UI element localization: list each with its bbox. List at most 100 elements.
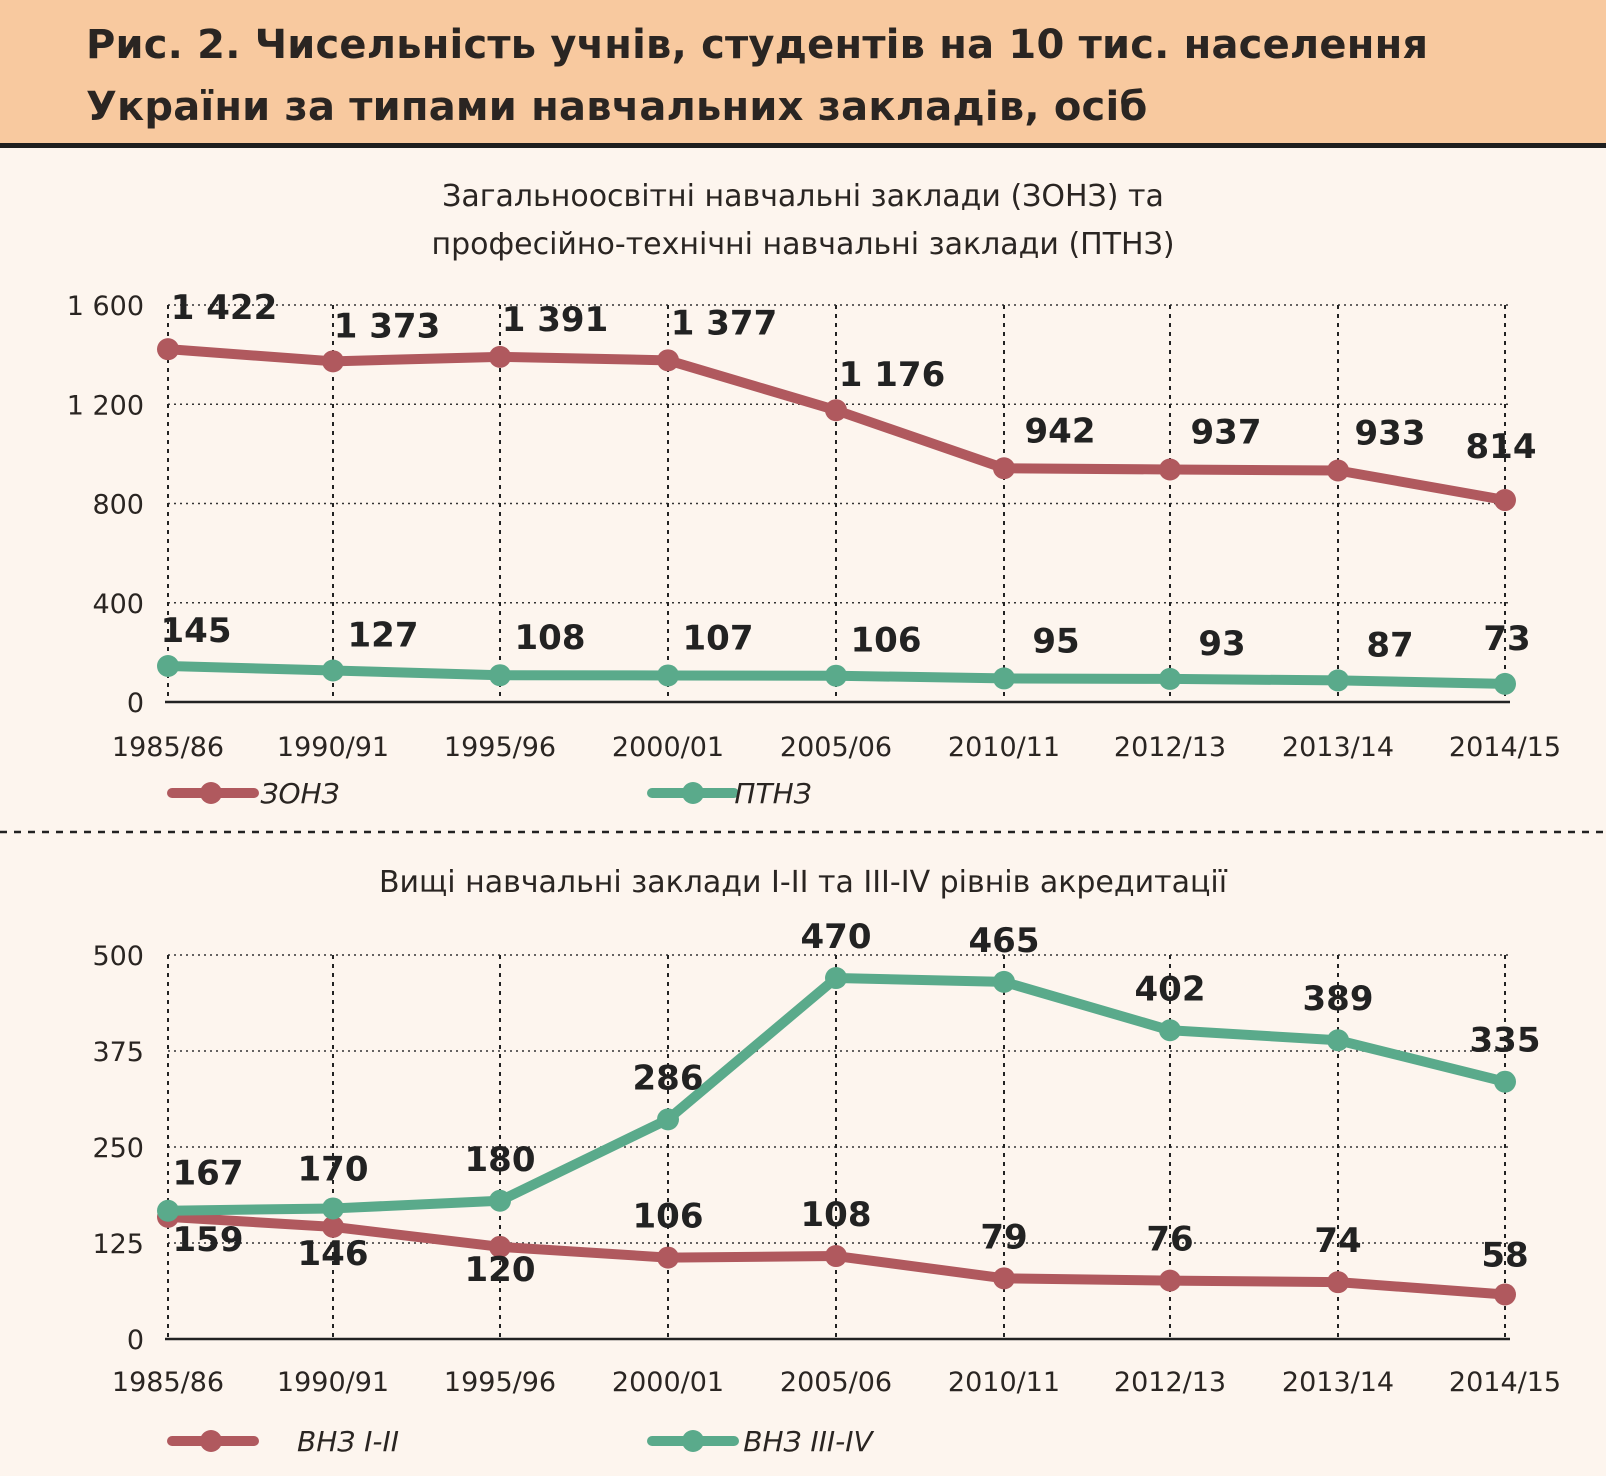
chart-1-xtick-label: 1995/96 (444, 732, 556, 763)
figure-title-line-1: Рис. 2. Чисельність учнів, студентів на … (86, 22, 1429, 68)
chart-1-series-1-data-label: 933 (1355, 413, 1426, 453)
chart-2-series-2-point (157, 1199, 179, 1222)
chart-1-series-2-point (1159, 667, 1181, 690)
chart-2-legend-label-1: ВНЗ I-II (297, 1425, 399, 1458)
chart-2-series-1-point (657, 1246, 679, 1269)
chart-1-series-2-point (657, 664, 679, 687)
chart-2-series-1-point (1159, 1269, 1181, 1292)
chart-1-series-1-point (489, 345, 511, 368)
chart-1-series-2-data-label: 106 (851, 621, 922, 661)
chart-2-series-2-data-label: 286 (633, 1058, 704, 1098)
chart-1-legend-marker-2 (682, 782, 704, 804)
chart-2-series-2-data-label: 335 (1470, 1021, 1541, 1061)
chart-2-xtick-label: 2014/15 (1449, 1367, 1561, 1398)
chart-2-series-1-data-label: 58 (1481, 1235, 1528, 1275)
chart-1-xtick-label: 2013/14 (1282, 732, 1394, 763)
chart-1-legend-label-1: ЗОНЗ (261, 777, 340, 810)
chart-1-series-1-data-label: 937 (1191, 413, 1262, 453)
chart-1-xtick-label: 2000/01 (612, 732, 724, 763)
chart-1-series-1-data-label: 942 (1025, 411, 1096, 451)
chart-2-series-2-point (1327, 1029, 1349, 1052)
chart-2-series-2-data-label: 465 (969, 921, 1040, 961)
chart-2-series-2-point (1159, 1019, 1181, 1042)
chart-2-series-2-data-label: 402 (1135, 969, 1206, 1009)
chart-1-series-2-data-label: 145 (161, 611, 232, 651)
chart-1-legend-label-2: ПТНЗ (734, 777, 811, 810)
chart-1-series-1-point (1327, 459, 1349, 482)
chart-1-xtick-label: 2014/15 (1449, 732, 1561, 763)
chart-2-title-line-1: Вищі навчальні заклади I-II та III-IV рі… (379, 865, 1228, 900)
chart-2-series-1-data-label: 159 (173, 1220, 244, 1260)
chart-2-series-2-point (1494, 1070, 1516, 1093)
chart-2-series-2-point (489, 1189, 511, 1212)
chart-1-series-2-data-label: 108 (515, 618, 586, 658)
chart-2-series-1-data-label: 106 (633, 1197, 704, 1237)
chart-1-series-2-data-label: 127 (348, 615, 419, 655)
chart-2-xtick-label: 1985/86 (112, 1367, 224, 1398)
chart-1-series-2-point (1327, 669, 1349, 692)
chart-2-series-1-point (322, 1215, 344, 1238)
chart-2-series-1-data-label: 120 (465, 1250, 536, 1290)
chart-1-series-2-data-label: 73 (1483, 619, 1530, 659)
chart-1-ytick-label: 1 600 (67, 291, 144, 322)
chart-2-series-1-data-label: 108 (801, 1195, 872, 1235)
chart-2-xtick-label: 2013/14 (1282, 1367, 1394, 1398)
figure-header: Рис. 2. Чисельність учнів, студентів на … (0, 0, 1606, 148)
chart-1-series-2-data-label: 93 (1198, 624, 1245, 664)
chart-1-series-1-data-label: 1 176 (839, 355, 945, 395)
chart-1-series-2-point (157, 655, 179, 678)
figure-title-line-2: України за типами навчальних закладів, о… (86, 84, 1148, 130)
chart-2-series-2-data-label: 167 (173, 1154, 244, 1194)
figure-title: Рис. 2. Чисельність учнів, студентів на … (86, 14, 1428, 138)
chart-2-series-1-point (1327, 1271, 1349, 1294)
chart-2-series-1-data-label: 76 (1146, 1220, 1193, 1260)
chart-1-series-2-data-label: 95 (1032, 621, 1079, 661)
chart-1-xtick-label: 2012/13 (1114, 732, 1226, 763)
chart-2-legend-marker-1 (200, 1430, 222, 1452)
chart-1-xtick-label: 2005/06 (780, 732, 892, 763)
chart-1-series-2-point (825, 664, 847, 687)
chart-1-series-2-point (322, 659, 344, 682)
chart-2-ytick-label: 125 (92, 1229, 144, 1260)
chart-2-legend-marker-2 (682, 1430, 704, 1452)
chart-2-series-1-data-label: 74 (1314, 1221, 1361, 1261)
chart-2-ytick-label: 500 (92, 941, 144, 972)
chart-2-ytick-label: 375 (92, 1037, 144, 1068)
chart-1-series-1-data-label: 814 (1466, 427, 1537, 467)
chart-1-series-2-point (993, 667, 1015, 690)
chart-1-series-1-point (993, 457, 1015, 480)
chart-1-ytick-label: 1 200 (67, 390, 144, 421)
chart-2-series-1-point (1494, 1283, 1516, 1306)
chart-2-ytick-label: 0 (127, 1325, 144, 1356)
chart-1-ytick-label: 400 (92, 589, 144, 620)
chart-1-ytick-label: 800 (92, 490, 144, 521)
chart-1-xtick-label: 1990/91 (277, 732, 389, 763)
chart-2-xtick-label: 2010/11 (948, 1367, 1060, 1398)
chart-1-series-1-point (1494, 489, 1516, 512)
chart-2-series-1-data-label: 146 (298, 1234, 369, 1274)
chart-1-series-1-data-label: 1 391 (502, 300, 608, 340)
chart-2-series-2-point (322, 1197, 344, 1220)
chart-1-series-1-point (1159, 458, 1181, 481)
chart-1-series-1-data-label: 1 377 (671, 303, 777, 343)
chart-1-xtick-label: 2010/11 (948, 732, 1060, 763)
chart-1-series-1-point (825, 399, 847, 422)
chart-2-xtick-label: 2000/01 (612, 1367, 724, 1398)
chart-1-series-1-data-label: 1 422 (171, 288, 277, 328)
chart-2-xtick-label: 2005/06 (780, 1367, 892, 1398)
chart-1-title-line-2: професійно-технічні навчальні заклади (П… (431, 227, 1174, 262)
chart-1-series-2-data-label: 87 (1366, 625, 1413, 665)
chart-2-legend-label-2: ВНЗ III-IV (743, 1425, 874, 1458)
chart-2-xtick-label: 2012/13 (1114, 1367, 1226, 1398)
chart-1-title-line-1: Загальноосвітні навчальні заклади (ЗОНЗ)… (442, 179, 1164, 214)
chart-2-ytick-label: 250 (92, 1133, 144, 1164)
chart-1-legend-marker-1 (200, 782, 222, 804)
chart-1-series-1-point (657, 349, 679, 372)
chart-2-series-2-point (993, 970, 1015, 993)
chart-2-series-2-data-label: 470 (801, 917, 872, 957)
chart-2-series-2-point (657, 1108, 679, 1131)
chart-2-series-2-data-label: 389 (1303, 979, 1374, 1019)
chart-2-series-1-point (489, 1235, 511, 1258)
chart-1-series-1-point (157, 338, 179, 361)
chart-2-series-1-point (993, 1267, 1015, 1290)
